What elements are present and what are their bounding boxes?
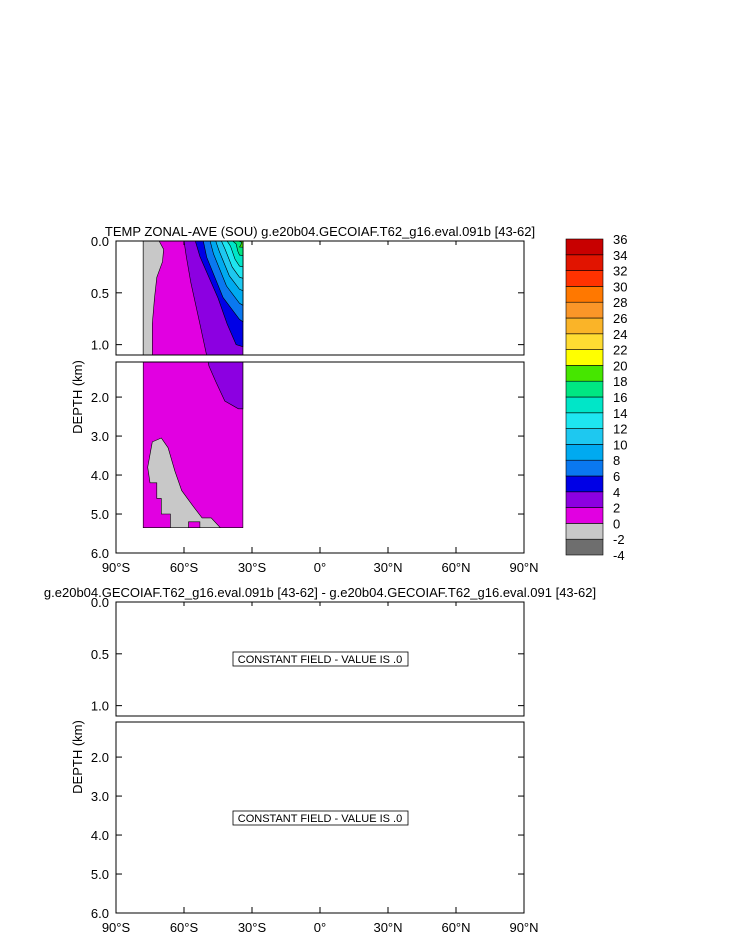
plot2-xtick-label: 30°N xyxy=(373,920,402,935)
plot1-xtick-label: 90°S xyxy=(102,560,131,575)
plot1-xtick-label: 90°N xyxy=(509,560,538,575)
colorbar-swatch xyxy=(565,238,604,256)
colorbar-label: 36 xyxy=(613,232,627,247)
plot1-ytick-label: 3.0 xyxy=(91,429,109,444)
colorbar-swatch xyxy=(565,301,604,319)
colorbar-swatch xyxy=(565,365,604,382)
colorbar-swatch xyxy=(565,491,604,508)
plot2-title: g.e20b04.GECOIAF.T62_g16.eval.091b [43-6… xyxy=(44,585,596,600)
plot1-xtick-label: 0° xyxy=(314,560,326,575)
colorbar-label: 32 xyxy=(613,264,627,279)
plot2-upper-annotation: CONSTANT FIELD - VALUE IS .0 xyxy=(238,654,402,666)
plot1-xtick-label: 30°S xyxy=(238,560,267,575)
plot2-xtick-label: 90°S xyxy=(102,920,131,935)
colorbar-label: 18 xyxy=(613,374,627,389)
plot2-ytick-label: 0.0 xyxy=(91,595,109,610)
colorbar-label: 16 xyxy=(613,390,627,405)
plot2-ytick-label: 6.0 xyxy=(91,906,109,921)
plot1-ytick-label: 0.0 xyxy=(91,234,109,249)
plot2-xtick-label: 0° xyxy=(314,920,326,935)
plot1-axes: 90°S 60°S 30°S 0° 30°N 60°N 90°N 0.0 0.5 1.0 2.0 3.… xyxy=(91,234,539,575)
plot1-xtick-label: 30°N xyxy=(373,560,402,575)
plot1-ytick-label: 0.5 xyxy=(91,286,109,301)
colorbar-label: -2 xyxy=(613,532,625,547)
colorbar-label: 0 xyxy=(613,516,620,531)
plot1-ytick-label: 2.0 xyxy=(91,390,109,405)
colorbar-swatch xyxy=(565,333,604,350)
plot2-ytick-label: 4.0 xyxy=(91,828,109,843)
colorbar-swatch xyxy=(565,380,604,398)
plot1-ylabel: DEPTH (km) xyxy=(70,360,85,434)
colorbar-label: 14 xyxy=(613,406,627,421)
colorbar-swatch xyxy=(565,412,604,429)
colorbar-label: 10 xyxy=(613,437,627,452)
colorbar-label: 4 xyxy=(613,485,620,500)
contour-region-16to18 xyxy=(232,241,244,256)
colorbar-swatch xyxy=(565,254,604,271)
colorbar-swatch xyxy=(565,507,604,524)
plot1-ytick-label: 1.0 xyxy=(91,338,109,353)
colorbar-swatch xyxy=(565,396,604,414)
contour-region-land-surface xyxy=(142,241,164,355)
plot2-xtick-label: 60°S xyxy=(170,920,199,935)
plot1-ytick-label: 4.0 xyxy=(91,468,109,483)
plot2-ytick-label: 3.0 xyxy=(91,789,109,804)
plot2-lower-annotation: CONSTANT FIELD - VALUE IS .0 xyxy=(238,813,402,825)
plot2-ytick-label: 5.0 xyxy=(91,867,109,882)
colorbar-swatch xyxy=(565,428,604,445)
colorbar-label: 22 xyxy=(613,343,627,358)
colorbar-swatch xyxy=(565,270,604,287)
colorbar-swatch xyxy=(565,286,604,303)
plot2-ylabel: DEPTH (km) xyxy=(70,720,85,794)
colorbar-label: 30 xyxy=(613,279,627,294)
colorbar-label: -4 xyxy=(613,548,625,563)
colorbar-label: 2 xyxy=(613,501,620,516)
plot2-axes: 90°S 60°S 30°S 0° 30°N 60°N 90°N 0.0 0.5 1.0 2.0 3.… xyxy=(91,595,539,935)
colorbar-label: 24 xyxy=(613,327,627,342)
colorbar-label: 20 xyxy=(613,358,627,373)
colorbar-label: 28 xyxy=(613,295,627,310)
plot1-xtick-label: 60°S xyxy=(170,560,199,575)
contour-region-land-deep xyxy=(147,437,221,529)
colorbar-label: 8 xyxy=(613,453,620,468)
plot2-ytick-label: 0.5 xyxy=(91,647,109,662)
colorbar-swatch xyxy=(565,475,604,493)
plot2-lower-panel: CONSTANT FIELD - VALUE IS .0 xyxy=(115,721,525,914)
plot1-title: TEMP ZONAL-AVE (SOU) g.e20b04.GECOIAF.T6… xyxy=(105,224,535,239)
colorbar-label: 12 xyxy=(613,422,627,437)
colorbar-swatch xyxy=(565,459,604,477)
plot2-upper-panel: CONSTANT FIELD - VALUE IS .0 xyxy=(115,601,525,717)
colorbar-swatch xyxy=(565,444,604,461)
colorbar-label: 26 xyxy=(613,311,627,326)
contour-region-2to4 xyxy=(207,362,244,410)
plot2-ytick-label: 1.0 xyxy=(91,699,109,714)
plot1-lower-panel xyxy=(115,361,525,554)
plot2-xtick-label: 60°N xyxy=(441,920,470,935)
plot2-ytick-label: 2.0 xyxy=(91,750,109,765)
colorbar-swatch xyxy=(565,538,604,556)
plot1-xtick-label: 60°N xyxy=(441,560,470,575)
colorbar-swatch xyxy=(565,317,604,335)
plot2-xtick-label: 30°S xyxy=(238,920,267,935)
colorbar-swatch xyxy=(565,349,604,366)
plot2-xtick-label: 90°N xyxy=(509,920,538,935)
plot1-upper-panel xyxy=(115,240,525,356)
colorbar-label: 6 xyxy=(613,469,620,484)
plot1-ytick-label: 6.0 xyxy=(91,546,109,561)
plot1-ytick-label: 5.0 xyxy=(91,507,109,522)
plot2-lower-annotation-box xyxy=(232,810,409,826)
colorbar-swatch xyxy=(565,523,604,540)
contour-region-18to20 xyxy=(238,241,244,248)
plot1-lower-contours xyxy=(142,362,244,529)
plot1-upper-contours xyxy=(142,241,244,355)
plot2-upper-annotation-box xyxy=(232,651,409,667)
colorbar-label: 34 xyxy=(613,248,627,263)
